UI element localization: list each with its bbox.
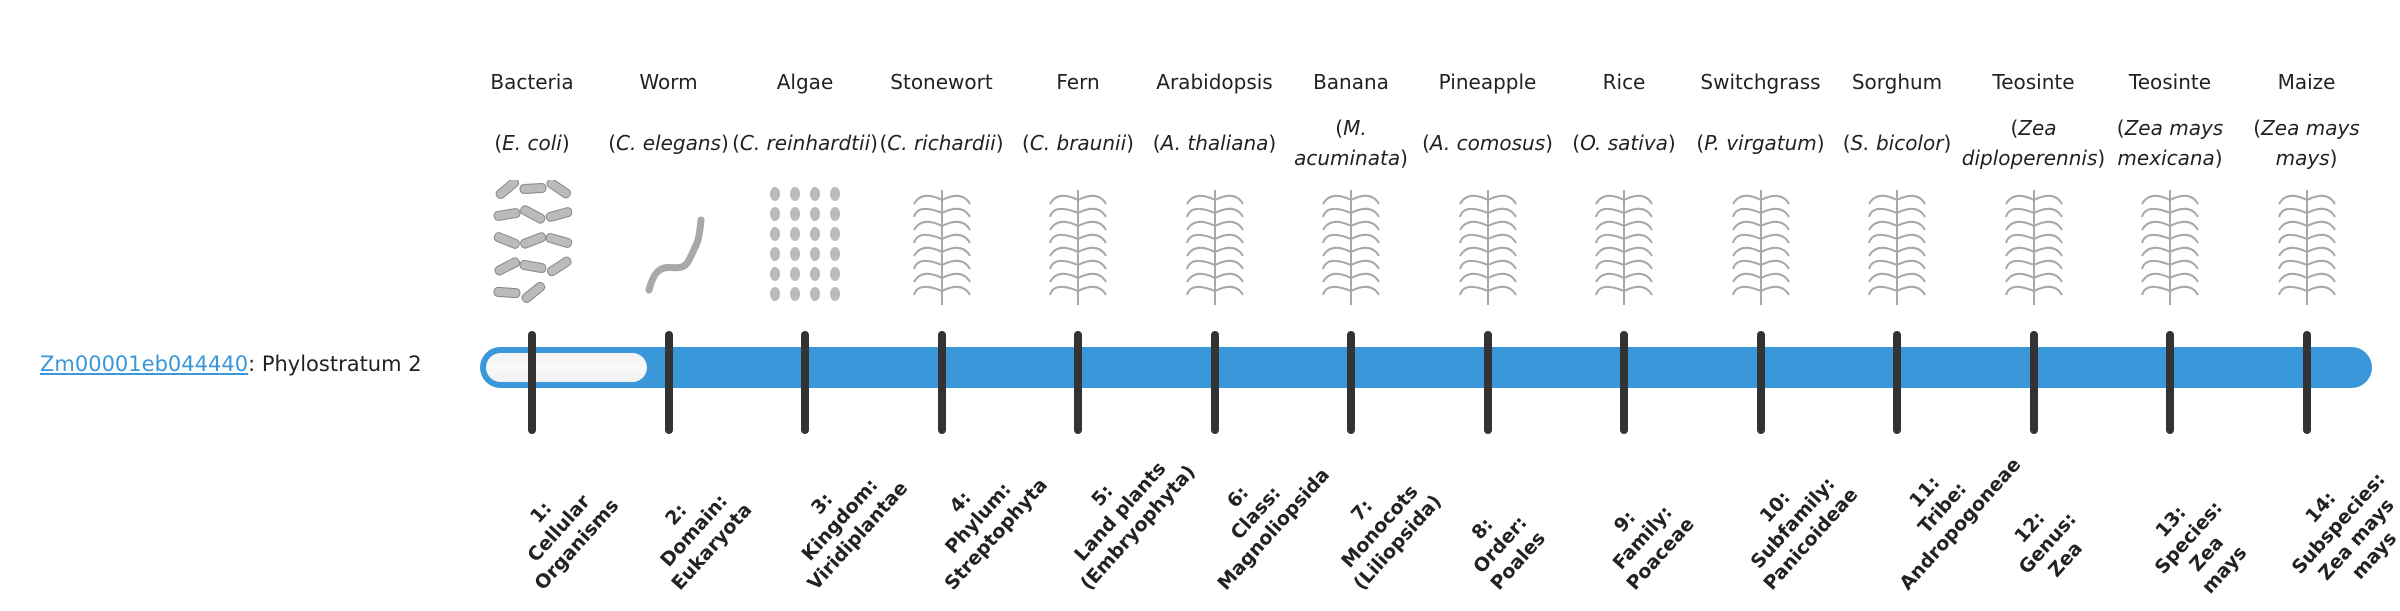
organism-common-name: Worm <box>591 70 747 94</box>
teosinte-mexicana-illustration <box>2130 180 2210 308</box>
phylostratum-rank-label: 3:Kingdom:Viridiplantae <box>767 444 913 595</box>
algae-illustration <box>765 180 845 308</box>
pineapple-illustration <box>1448 180 1528 308</box>
phylostratum-tick <box>1347 331 1355 434</box>
organism-latin-name: (C. elegans) <box>595 112 743 174</box>
phylostratum-tick <box>1893 331 1901 434</box>
gene-label: Zm00001eb044440: Phylostratum 2 <box>40 352 422 376</box>
bar-empty-segment <box>486 353 647 382</box>
phylostratum-tick <box>528 331 536 434</box>
phylostratum-tick <box>1484 331 1492 434</box>
organism-latin-name: (E. coli) <box>458 112 606 174</box>
phylostratum-rank-label: 11:Tribe:Andropogoneae <box>1859 421 2026 595</box>
sorghum-illustration <box>1857 180 1937 308</box>
organism-latin-name: (C. braunii) <box>1004 112 1152 174</box>
bacteria-illustration <box>492 180 572 308</box>
phylostratum-tick <box>1620 331 1628 434</box>
organism-common-name: Switchgrass <box>1683 70 1839 94</box>
organism-common-name: Banana <box>1273 70 1429 94</box>
organism-common-name: Algae <box>727 70 883 94</box>
organism-latin-name: (Zea mays mexicana) <box>2096 112 2244 174</box>
gene-id-link[interactable]: Zm00001eb044440 <box>40 352 248 376</box>
switchgrass-illustration <box>1721 180 1801 308</box>
phylostratum-tick <box>2303 331 2311 434</box>
organism-latin-name: (Zea diploperennis) <box>1960 112 2108 174</box>
organism-common-name: Rice <box>1546 70 1702 94</box>
phylostratum-bar <box>480 347 2372 388</box>
phylostratum-rank-label: 4:Phylum:Streptophyta <box>904 441 1053 595</box>
phylostratum-text: : Phylostratum 2 <box>248 352 422 376</box>
organism-latin-name: (C. richardii) <box>868 112 1016 174</box>
organism-common-name: Stonewort <box>864 70 1020 94</box>
organism-latin-name: (A. comosus) <box>1414 112 1562 174</box>
fern-illustration <box>1038 180 1118 308</box>
phylostratum-rank-label: 9:Family:Poaceae <box>1586 480 1699 595</box>
organism-common-name: Pineapple <box>1410 70 1566 94</box>
phylostratum-tick <box>2030 331 2038 434</box>
phylostratum-tick <box>1757 331 1765 434</box>
organism-latin-name: (A. thaliana) <box>1141 112 1289 174</box>
phylostratum-rank-label: 10:Subfamily:Panicoideae <box>1723 451 1863 595</box>
rice-illustration <box>1584 180 1664 308</box>
organism-common-name: Maize <box>2229 70 2385 94</box>
organism-latin-name: (C. reinhardtii) <box>731 112 879 174</box>
arabidopsis-illustration <box>1175 180 1255 308</box>
organism-latin-name: (P. virgatum) <box>1687 112 1835 174</box>
phylostratum-tick <box>938 331 946 434</box>
phylostratum-tick <box>1074 331 1082 434</box>
stonewort-illustration <box>902 180 982 308</box>
phylostratum-tick <box>801 331 809 434</box>
organism-common-name: Sorghum <box>1819 70 1975 94</box>
phylostratum-rank-label: 8:Order:Poales <box>1450 495 1551 596</box>
organism-latin-name: (M. acuminata) <box>1277 112 1425 174</box>
phylostratum-tick <box>665 331 673 434</box>
banana-illustration <box>1311 180 1391 308</box>
phylostratum-tick <box>1211 331 1219 434</box>
organism-common-name: Teosinte <box>1956 70 2112 94</box>
organism-latin-name: (O. sativa) <box>1550 112 1698 174</box>
phylostratum-rank-label: 5:Land plants(Embryophyta) <box>1040 428 1201 595</box>
phylostratum-rank-label: 2:Domain:Eukaryota <box>631 466 757 595</box>
phylostratum-tick <box>2166 331 2174 434</box>
organism-common-name: Teosinte <box>2092 70 2248 94</box>
worm-illustration <box>629 180 709 308</box>
maize-illustration <box>2267 180 2347 308</box>
phylostratum-rank-label: 6:Class:Magnoliopsida <box>1177 431 1335 595</box>
organism-common-name: Fern <box>1000 70 1156 94</box>
organism-common-name: Arabidopsis <box>1137 70 1293 94</box>
teosinte-illustration <box>1994 180 2074 308</box>
organism-latin-name: (Zea mays mays) <box>2233 112 2381 174</box>
organism-common-name: Bacteria <box>454 70 610 94</box>
organism-latin-name: (S. bicolor) <box>1823 112 1971 174</box>
